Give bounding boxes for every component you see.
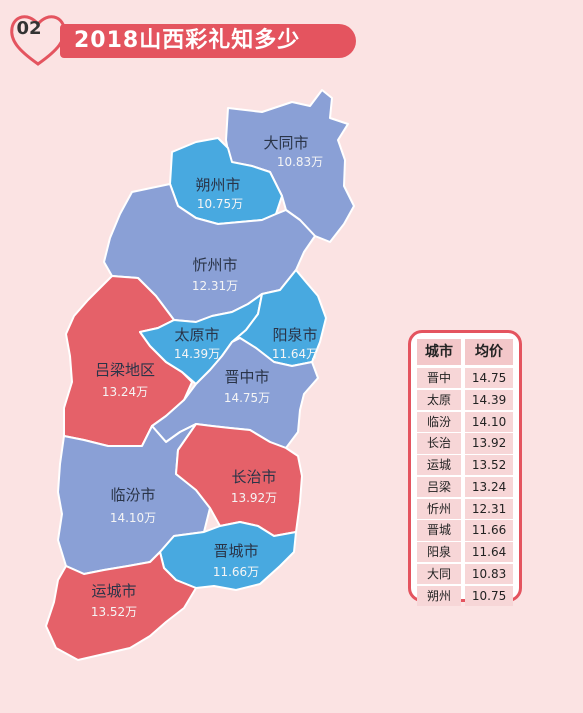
table-row: 阳泉 11.64: [417, 542, 513, 563]
table-cell-city: 太原: [417, 389, 462, 410]
label-linfen: 临汾市: [110, 486, 155, 504]
table-cell-price: 14.39: [465, 389, 513, 410]
table-row: 忻州 12.31: [417, 498, 513, 519]
label-jincheng: 晋城市: [213, 542, 258, 560]
table-row: 吕梁 13.24: [417, 476, 513, 498]
value-linfen: 14.10万: [110, 511, 156, 525]
table-cell-city: 运城: [417, 455, 462, 476]
table-cell-price: 13.52: [465, 455, 513, 476]
region-yuncheng[interactable]: [45, 551, 197, 661]
page-title: 2018山西彩礼知多少: [60, 24, 356, 58]
section-number: 02: [16, 18, 42, 39]
table-row: 太原 14.39: [417, 389, 513, 410]
table-body: 晋中 14.75 太原 14.39 临汾 14.10 长治 13.92 运城 13.52 吕梁 13.…: [417, 368, 513, 606]
table-row: 晋城 11.66: [417, 520, 513, 541]
label-lvliang: 吕梁地区: [95, 361, 155, 379]
value-jinzhong: 14.75万: [224, 391, 270, 405]
table-cell-price: 13.24: [465, 476, 513, 498]
table-cell-city: 大同: [417, 564, 462, 585]
label-datong: 大同市: [263, 134, 308, 152]
table-cell-price: 10.83: [465, 564, 513, 585]
table-row: 运城 13.52: [417, 455, 513, 476]
table-cell-price: 13.92: [465, 433, 513, 454]
label-xinzhou: 忻州市: [192, 256, 237, 274]
table-cell-city: 吕梁: [417, 476, 462, 498]
value-jincheng: 11.66万: [213, 565, 259, 579]
label-taiyuan: 太原市: [174, 326, 219, 344]
value-lvliang: 13.24万: [102, 385, 148, 399]
value-xinzhou: 12.31万: [192, 279, 238, 293]
value-taiyuan: 14.39万: [174, 347, 220, 361]
label-shuozhou: 朔州市: [195, 176, 240, 194]
header: 02 2018山西彩礼知多少: [0, 0, 583, 70]
table-cell-price: 10.75: [465, 585, 513, 606]
table-row: 大同 10.83: [417, 564, 513, 585]
table-row: 晋中 14.75: [417, 368, 513, 389]
table-cell-city: 晋中: [417, 368, 462, 389]
price-table: 城市 均价 晋中 14.75 太原 14.39 临汾 14.10 长治 13.92 运城 13.5…: [408, 330, 522, 606]
table-cell-city: 临汾: [417, 411, 462, 432]
table-header: 城市 均价: [417, 339, 513, 365]
value-datong: 10.83万: [277, 155, 323, 169]
value-shuozhou: 10.75万: [197, 197, 243, 211]
label-changzhi: 长治市: [231, 468, 276, 486]
label-yuncheng: 运城市: [91, 582, 136, 600]
table-cell-price: 14.10: [465, 411, 513, 432]
table-cell-city: 朔州: [417, 585, 462, 606]
value-yangquan: 11.64万: [272, 347, 318, 361]
value-changzhi: 13.92万: [231, 491, 277, 505]
table-cell-city: 忻州: [417, 498, 462, 519]
table-cell-price: 11.64: [465, 542, 513, 563]
label-yangquan: 阳泉市: [272, 326, 317, 344]
table-cell-price: 14.75: [465, 368, 513, 389]
table-row: 朔州 10.75: [417, 585, 513, 606]
column-header-city: 城市: [417, 339, 462, 365]
table-cell-price: 12.31: [465, 498, 513, 519]
table-cell-price: 11.66: [465, 520, 513, 541]
label-jinzhong: 晋中市: [224, 368, 269, 386]
table-row: 长治 13.92: [417, 433, 513, 454]
value-yuncheng: 13.52万: [91, 605, 137, 619]
column-header-price: 均价: [465, 339, 513, 365]
table-row: 临汾 14.10: [417, 411, 513, 432]
table-cell-city: 阳泉: [417, 542, 462, 563]
table-cell-city: 长治: [417, 433, 462, 454]
table-cell-city: 晋城: [417, 520, 462, 541]
